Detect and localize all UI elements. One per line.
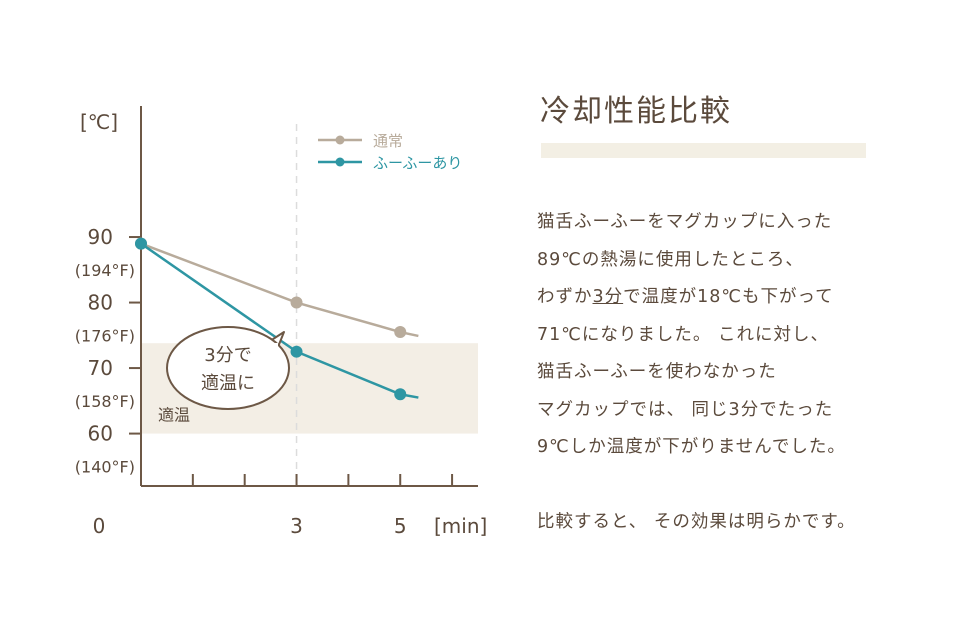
y-unit-label: [℃] <box>80 110 118 134</box>
x-tick-label: 5 <box>394 514 407 538</box>
callout-line-1: 3分で <box>204 345 251 366</box>
legend-label: ふーふーあり <box>373 154 462 172</box>
y-tick-label: 90 <box>88 225 113 249</box>
legend-label: 通常 <box>373 132 403 150</box>
highlight-3min: 3分 <box>592 287 624 307</box>
data-point <box>394 388 407 401</box>
description-line: わずか3分で温度が18℃も下がって <box>537 287 834 307</box>
x-tick-label: 3 <box>290 514 303 538</box>
y-tick-fahrenheit: (176°F) <box>75 327 135 346</box>
cooling-chart: 適温 90 (194°F) 80 (176°F) 70 (158°F) 60 (140°F) [℃… <box>75 106 487 538</box>
data-point <box>135 237 147 250</box>
data-point <box>290 345 303 358</box>
x-unit-label: [min] <box>434 514 487 538</box>
paragraph-gap <box>537 467 937 505</box>
callout-line-2: 適温に <box>201 373 255 394</box>
series-line-1 <box>140 242 419 338</box>
title-underline-bar <box>541 143 866 158</box>
description-line: マグカップでは、 同じ3分でたった <box>537 399 834 420</box>
description-line: 猫舌ふーふーを使わなかった <box>537 362 777 382</box>
description-line: 猫舌ふーふーをマグカップに入った <box>537 212 833 232</box>
y-tick-fahrenheit: (194°F) <box>75 261 135 280</box>
band-label: 適温 <box>158 406 190 425</box>
y-tick-fahrenheit: (140°F) <box>75 458 135 477</box>
description-text: 猫舌ふーふーをマグカップに入った 89℃の熱湯に使用したところ、わずか3分で温度が… <box>537 204 937 542</box>
callout-bubble <box>166 326 290 410</box>
callout-join-mask <box>262 343 278 365</box>
description-line: 89℃の熱湯に使用したところ、 <box>537 249 804 270</box>
x-tick-label: 0 <box>93 514 106 538</box>
description-line: 9℃しか温度が下がりませんでした。 <box>537 437 846 457</box>
series-line-2 <box>140 242 419 399</box>
legend-marker <box>335 135 345 145</box>
y-tick-fahrenheit: (158°F) <box>75 392 135 411</box>
section-title: 冷却性能比較 <box>540 94 732 129</box>
description-line: 71℃になりました。 これに対し、 <box>537 324 829 345</box>
legend-marker <box>335 157 345 167</box>
data-point <box>394 326 407 339</box>
y-tick-label: 70 <box>88 356 113 380</box>
data-point <box>290 296 303 309</box>
y-tick-label: 80 <box>88 291 113 315</box>
description-line: 比較すると、 その効果は明らかです。 <box>537 512 856 532</box>
y-tick-label: 60 <box>88 422 113 446</box>
